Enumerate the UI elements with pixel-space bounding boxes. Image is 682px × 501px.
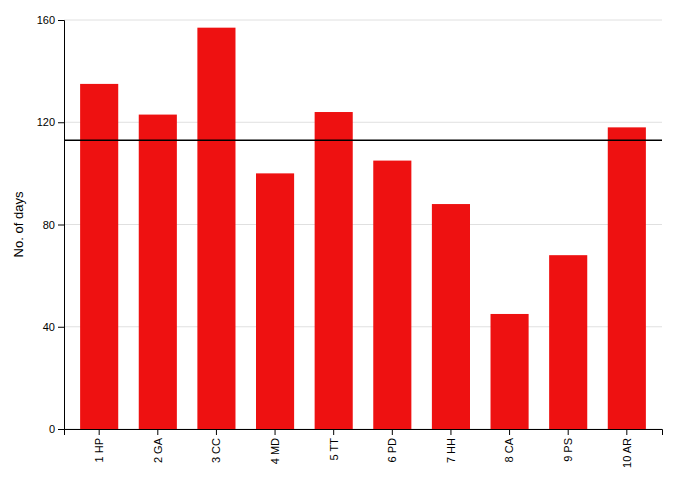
x-tick-mark (216, 429, 217, 435)
x-tick-label: 4 MD (269, 438, 281, 464)
y-tick: 160 (37, 14, 64, 26)
x-tick: 6 PD (386, 429, 398, 462)
mean-line (64, 139, 662, 141)
bar (432, 204, 470, 429)
x-tick-label: 8 CA (503, 437, 515, 462)
y-tick: 120 (37, 116, 64, 128)
y-tick-mark (58, 122, 64, 123)
y-tick-label: 80 (43, 219, 55, 231)
bar (491, 314, 529, 429)
y-tick-label: 160 (37, 14, 55, 26)
x-tick: 5 TT (328, 429, 340, 460)
x-tick-label: 5 TT (328, 438, 340, 461)
grid (64, 20, 662, 429)
x-tick: 9 PS (562, 429, 574, 462)
x-tick-mark (392, 429, 393, 435)
x-tick-label: 10 AR (621, 438, 633, 468)
x-tick-mark (626, 429, 627, 435)
x-tick-label: 2 GA (152, 437, 164, 463)
x-axis: 1 HP 2 GA 3 CC 4 MD 5 TT 6 PD 7 HH 8 CA 9 PS 10 A… (65, 429, 663, 468)
x-tick: 2 GA (152, 429, 164, 463)
x-tick-label: 3 CC (210, 438, 222, 463)
y-tick-label: 120 (37, 116, 55, 128)
y-tick: 80 (43, 219, 64, 231)
y-axis-line (58, 21, 65, 430)
x-tick: 8 CA (503, 429, 515, 462)
chart-container: 0 40 80 120 160 1 HP 2 GA 3 CC 4 MD 5 TT 6 PD 7 HH 8… (0, 0, 682, 501)
x-tick-label: 9 PS (562, 438, 574, 462)
x-tick-mark (450, 429, 451, 435)
x-tick-label: 6 PD (386, 438, 398, 463)
x-tick: 1 HP (93, 429, 105, 462)
x-axis-line (65, 430, 663, 436)
x-tick-mark (157, 429, 158, 435)
x-tick-mark (99, 429, 100, 435)
x-tick-label: 7 HH (445, 438, 457, 463)
bar (549, 255, 587, 429)
x-tick: 3 CC (210, 429, 222, 463)
marks (64, 28, 662, 429)
grid-line (64, 20, 662, 21)
x-tick: 4 MD (269, 429, 281, 464)
bar (315, 112, 353, 429)
x-tick-mark (509, 429, 510, 435)
y-tick: 40 (43, 321, 64, 333)
y-tick-mark (58, 429, 64, 430)
x-tick: 7 HH (445, 429, 457, 463)
y-axis: 0 40 80 120 160 (37, 14, 65, 435)
bar (256, 173, 294, 429)
x-tick-mark (333, 429, 334, 435)
y-tick: 0 (49, 423, 64, 435)
y-tick-label: 40 (43, 321, 55, 333)
chart-svg: 0 40 80 120 160 1 HP 2 GA 3 CC 4 MD 5 TT 6 PD 7 HH 8… (0, 0, 682, 501)
bar (197, 28, 235, 429)
y-tick-label: 0 (49, 423, 55, 435)
y-axis-title: No. of days (11, 191, 26, 257)
bar (608, 127, 646, 429)
x-tick-mark (275, 429, 276, 435)
bar (373, 161, 411, 429)
bar (80, 84, 118, 429)
plot-area: 0 40 80 120 160 1 HP 2 GA 3 CC 4 MD 5 TT 6 PD 7 HH 8… (37, 14, 663, 468)
y-tick-mark (58, 225, 64, 226)
x-tick-mark (568, 429, 569, 435)
bar (139, 115, 177, 429)
y-tick-mark (58, 20, 64, 21)
x-tick: 10 AR (621, 429, 633, 468)
x-tick-label: 1 HP (93, 438, 105, 462)
y-tick-mark (58, 327, 64, 328)
